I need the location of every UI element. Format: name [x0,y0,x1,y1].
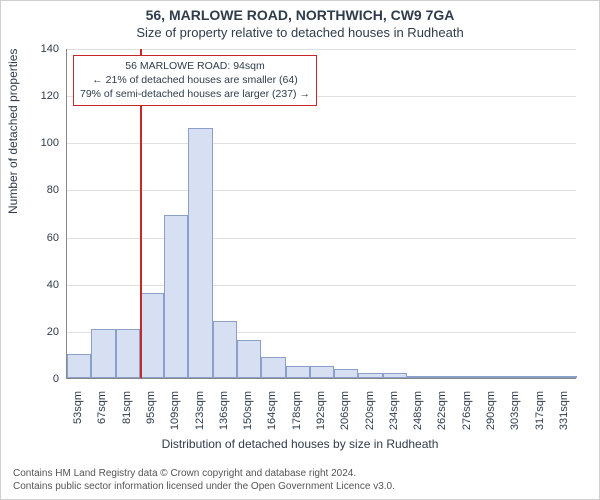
gridline [67,285,576,286]
x-tick-label: 95sqm [145,391,157,441]
x-tick-label: 123sqm [194,391,206,441]
histogram-bar [213,321,237,378]
x-tick-label: 248sqm [412,391,424,441]
histogram-bar [456,376,480,378]
histogram-bar [286,366,310,378]
x-tick-label: 220sqm [364,391,376,441]
y-tick-label: 0 [29,373,59,385]
histogram-bar [383,373,407,378]
y-tick-label: 100 [29,137,59,149]
gridline [67,49,576,50]
histogram-bar [237,340,261,378]
x-tick-label: 150sqm [242,391,254,441]
x-tick-label: 262sqm [436,391,448,441]
gridline [67,143,576,144]
x-tick-label: 164sqm [266,391,278,441]
gridline [67,190,576,191]
histogram-bar [67,354,91,378]
histogram-bar [504,376,528,378]
y-tick-label: 80 [29,184,59,196]
x-tick-label: 206sqm [339,391,351,441]
histogram-bar [91,329,115,379]
gridline [67,238,576,239]
histogram-bar [553,376,577,378]
x-tick-label: 303sqm [509,391,521,441]
x-tick-label: 192sqm [315,391,327,441]
x-tick-label: 317sqm [534,391,546,441]
histogram-bar [140,293,164,378]
plot-area: 56 MARLOWE ROAD: 94sqm ← 21% of detached… [66,49,576,379]
histogram-bar [528,376,552,378]
x-tick-label: 81sqm [121,391,133,441]
y-tick-label: 20 [29,326,59,338]
title-sub: Size of property relative to detached ho… [1,25,599,40]
x-tick-label: 109sqm [169,391,181,441]
y-tick-label: 40 [29,279,59,291]
x-tick-label: 234sqm [388,391,400,441]
histogram-bar [480,376,504,378]
y-tick-label: 140 [29,43,59,55]
x-tick-label: 67sqm [96,391,108,441]
y-axis-title: Number of detached properties [6,49,20,214]
x-tick-label: 331sqm [558,391,570,441]
histogram-bar [310,366,334,378]
footer-line-2: Contains public sector information licen… [13,480,395,493]
x-tick-label: 178sqm [291,391,303,441]
y-tick-label: 120 [29,90,59,102]
histogram-bar [116,329,140,379]
histogram-bar [261,357,285,378]
histogram-bar [407,376,431,378]
histogram-bar [431,376,455,378]
y-tick-label: 60 [29,232,59,244]
histogram-bar [164,215,188,378]
footer-attribution: Contains HM Land Registry data © Crown c… [13,467,395,493]
callout-line-3: 79% of semi-detached houses are larger (… [80,87,310,101]
chart-container: 56, MARLOWE ROAD, NORTHWICH, CW9 7GA Siz… [0,0,600,500]
callout-line-2: ← 21% of detached houses are smaller (64… [80,73,310,87]
footer-line-1: Contains HM Land Registry data © Crown c… [13,467,395,480]
histogram-bar [358,373,382,378]
callout-line-1: 56 MARLOWE ROAD: 94sqm [80,59,310,73]
histogram-bar [334,369,358,378]
histogram-bar [188,128,212,378]
x-tick-label: 290sqm [485,391,497,441]
title-main: 56, MARLOWE ROAD, NORTHWICH, CW9 7GA [1,7,599,23]
reference-callout: 56 MARLOWE ROAD: 94sqm ← 21% of detached… [73,55,317,106]
x-tick-label: 136sqm [218,391,230,441]
x-tick-label: 276sqm [461,391,473,441]
x-tick-label: 53sqm [72,391,84,441]
